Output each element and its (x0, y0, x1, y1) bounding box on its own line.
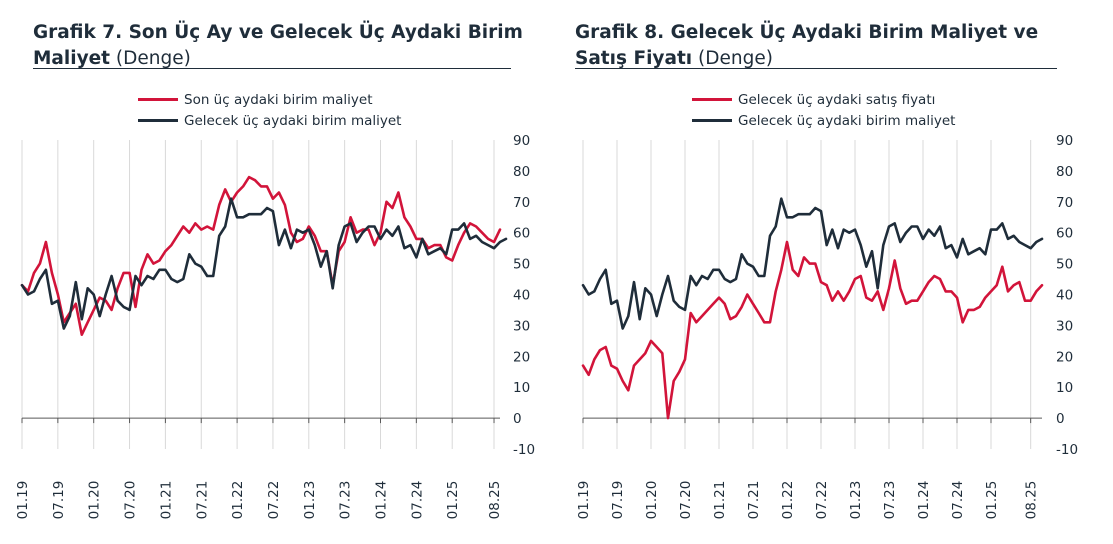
legend-item: Son üç aydaki birim maliyet (138, 89, 401, 110)
x-tick-label: 01.25 (445, 481, 461, 520)
legend-label: Gelecek üç aydaki satış fiyatı (738, 91, 936, 108)
y-tick-label: 50 (513, 257, 530, 273)
x-tick-label: 07.21 (194, 481, 210, 520)
x-tick-label: 01.25 (984, 481, 1000, 520)
legend-item: Gelecek üç aydaki birim maliyet (138, 110, 401, 131)
x-tick-label: 01.20 (87, 481, 103, 520)
y-tick-label: 40 (513, 288, 530, 304)
x-tick-label: 01.21 (712, 481, 728, 520)
chart-plot-8: -10 0 10 20 30 40 50 60 70 80 90 01.19 07.19 01.20 07.… (576, 133, 1078, 520)
series-line-primary (20, 175, 502, 337)
x-tick-label: 07.23 (338, 481, 354, 520)
title-underline (33, 68, 511, 69)
y-tick-label: 80 (513, 164, 530, 180)
x-tick-label: 01.19 (15, 481, 31, 520)
y-tick-label: 10 (1056, 380, 1073, 396)
x-tick-label: 01.20 (644, 481, 660, 520)
y-tick-label: -10 (513, 442, 535, 458)
y-tick-label: 70 (513, 195, 530, 211)
x-tick-label: 01.23 (848, 481, 864, 520)
chart-title-bold: Grafik 8. Gelecek Üç Aydaki Birim Maliye… (575, 22, 1039, 69)
x-tick-label: 07.20 (678, 481, 694, 520)
x-tick-label: 01.24 (374, 481, 390, 520)
chart-title-unit: (Denge) (115, 48, 191, 69)
y-tick-label: 30 (513, 318, 530, 334)
x-tick-label: 07.24 (950, 481, 966, 520)
x-tick-label: 08.25 (487, 481, 503, 520)
chart-panel-8: Grafik 8. Gelecek Üç Aydaki Birim Maliye… (560, 0, 1113, 544)
x-tick-label: 01.24 (916, 481, 932, 520)
chart-legend: Gelecek üç aydaki satış fiyatı Gelecek ü… (692, 89, 955, 131)
y-tick-label: -10 (1056, 442, 1078, 458)
x-tick-label: 01.19 (576, 481, 592, 520)
series-line-secondary (20, 197, 508, 330)
title-underline (575, 68, 1057, 69)
y-tick-label: 10 (513, 380, 530, 396)
y-tick-label: 50 (1056, 257, 1073, 273)
chart-title: Grafik 7. Son Üç Ay ve Gelecek Üç Aydaki… (33, 20, 523, 72)
series-line-primary (581, 240, 1044, 420)
chart-title-bold: Grafik 7. Son Üç Ay ve Gelecek Üç Aydaki… (33, 22, 523, 69)
legend-label: Gelecek üç aydaki birim maliyet (738, 112, 956, 129)
x-tick-label: 08.25 (1024, 481, 1040, 520)
x-tick-label: 01.22 (780, 481, 796, 520)
y-tick-label: 70 (1056, 195, 1073, 211)
legend-label: Gelecek üç aydaki birim maliyet (184, 112, 402, 129)
chart-legend: Son üç aydaki birim maliyet Gelecek üç a… (138, 89, 401, 131)
y-tick-label: 20 (513, 349, 530, 365)
legend-item: Gelecek üç aydaki satış fiyatı (692, 89, 955, 110)
chart-title: Grafik 8. Gelecek Üç Aydaki Birim Maliye… (575, 20, 1065, 72)
chart-plot-7: -10 0 10 20 30 40 50 60 70 80 90 01.19 07.19 01.20 07.… (15, 133, 535, 520)
x-tick-label: 07.21 (746, 481, 762, 520)
x-tick-label: 07.19 (51, 481, 67, 520)
y-tick-label: 30 (1056, 318, 1073, 334)
y-tick-label: 90 (1056, 133, 1073, 149)
chart-panel-7: Grafik 7. Son Üç Ay ve Gelecek Üç Aydaki… (0, 0, 540, 544)
x-tick-label: 07.22 (266, 481, 282, 520)
y-tick-label: 0 (1056, 411, 1065, 427)
legend-swatch-red (692, 98, 732, 101)
x-tick-label: 07.24 (409, 481, 425, 520)
legend-swatch-navy (692, 119, 732, 122)
x-tick-label: 07.22 (814, 481, 830, 520)
x-tick-label: 07.23 (882, 481, 898, 520)
series-line-secondary (581, 197, 1044, 330)
legend-swatch-navy (138, 119, 178, 122)
y-tick-label: 60 (513, 226, 530, 242)
legend-label: Son üç aydaki birim maliyet (184, 91, 373, 108)
y-tick-label: 20 (1056, 349, 1073, 365)
x-tick-label: 01.22 (230, 481, 246, 520)
y-tick-label: 40 (1056, 288, 1073, 304)
x-tick-label: 01.21 (158, 481, 174, 520)
y-tick-label: 60 (1056, 226, 1073, 242)
x-tick-label: 01.23 (302, 481, 318, 520)
legend-swatch-red (138, 98, 178, 101)
chart-title-unit: (Denge) (698, 48, 773, 69)
x-tick-label: 07.19 (610, 481, 626, 520)
y-tick-label: 90 (513, 133, 530, 149)
legend-item: Gelecek üç aydaki birim maliyet (692, 110, 955, 131)
x-tick-label: 07.20 (123, 481, 139, 520)
y-tick-label: 0 (513, 411, 522, 427)
y-tick-label: 80 (1056, 164, 1073, 180)
